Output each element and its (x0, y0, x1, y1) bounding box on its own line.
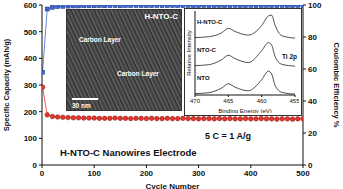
svg-text:600: 600 (24, 1, 38, 10)
svg-text:20: 20 (308, 129, 317, 138)
svg-text:80: 80 (308, 33, 317, 42)
svg-text:455: 455 (289, 98, 299, 104)
svg-text:100: 100 (88, 169, 102, 178)
svg-text:300: 300 (24, 81, 38, 90)
svg-text:400: 400 (24, 54, 38, 63)
html-text:Carbon Layer: Carbon Layer (117, 70, 159, 77)
svg-text:460: 460 (257, 98, 268, 104)
svg-text:200: 200 (24, 108, 38, 117)
svg-text:400: 400 (244, 169, 258, 178)
svg-text:500: 500 (24, 28, 38, 37)
svg-text:NTO: NTO (197, 75, 210, 81)
svg-text:100: 100 (308, 1, 322, 10)
html-text:Ti 2p: Ti 2p (281, 53, 297, 60)
svg-text:Relative Intensity: Relative Intensity (186, 30, 192, 76)
svg-text:Coulombic Efficiency %: Coulombic Efficiency % (332, 42, 335, 127)
svg-text:200: 200 (140, 169, 154, 178)
html-text:H-NTO-C Nanowires Electrode: H-NTO-C Nanowires Electrode (60, 147, 197, 158)
svg-text:465: 465 (223, 98, 234, 104)
svg-text:0: 0 (40, 169, 45, 178)
svg-text:40: 40 (308, 97, 317, 106)
html-text:30 nm: 30 nm (72, 102, 91, 109)
svg-text:NTO-C: NTO-C (197, 47, 217, 53)
svg-text:0: 0 (33, 161, 38, 170)
html-text:Carbon Layer: Carbon Layer (79, 36, 121, 43)
svg-text:470: 470 (190, 98, 201, 104)
svg-text:0: 0 (308, 161, 313, 170)
svg-text:Binding Energy (eV): Binding Energy (eV) (218, 108, 272, 113)
svg-text:H-NTO-C: H-NTO-C (197, 19, 223, 25)
svg-text:500: 500 (296, 169, 310, 178)
html-text:5 C = 1 A/g: 5 C = 1 A/g (205, 131, 251, 141)
html-text:H-NTO-C: H-NTO-C (144, 12, 178, 21)
svg-text:60: 60 (308, 65, 317, 74)
svg-text:300: 300 (192, 169, 206, 178)
svg-text:Cycle Number: Cycle Number (146, 182, 200, 189)
svg-text:100: 100 (24, 134, 38, 143)
svg-text:Specific Capacity (mAh/g): Specific Capacity (mAh/g) (8, 38, 11, 131)
